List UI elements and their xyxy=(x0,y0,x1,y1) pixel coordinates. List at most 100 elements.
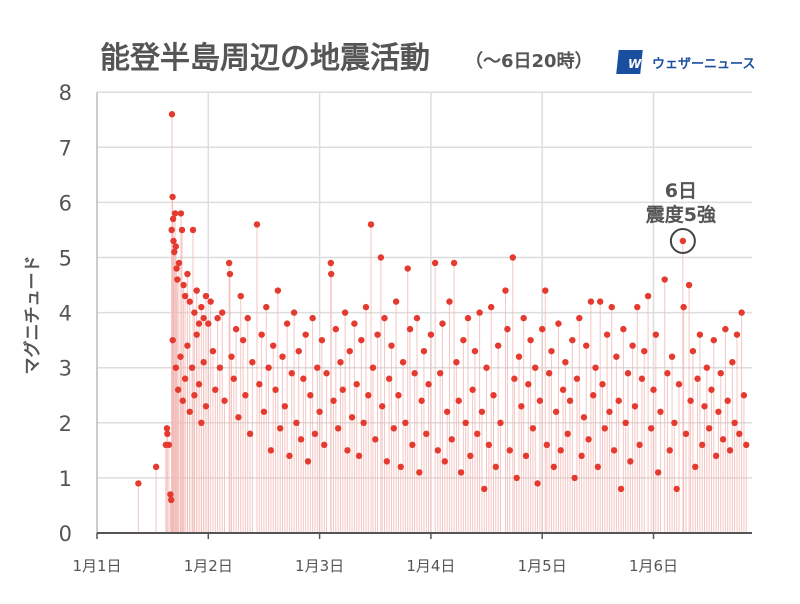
data-point xyxy=(198,419,205,426)
data-point xyxy=(297,436,305,443)
data-point xyxy=(657,408,664,415)
data-point xyxy=(542,287,549,294)
data-point xyxy=(175,259,183,267)
data-point xyxy=(281,403,289,410)
data-point xyxy=(736,430,743,438)
data-point xyxy=(392,298,400,305)
data-point xyxy=(214,314,221,322)
data-point xyxy=(705,425,713,432)
data-point xyxy=(226,270,234,278)
data-point xyxy=(513,474,520,482)
data-point xyxy=(636,441,643,449)
data-point xyxy=(562,358,569,366)
x-tick-labels: 1月1日 1月2日 1月3日 1月4日 1月5日 1月6日 xyxy=(72,557,678,575)
data-point xyxy=(717,370,724,377)
data-point xyxy=(186,298,193,305)
data-point xyxy=(221,397,228,404)
data-point xyxy=(418,397,425,404)
data-point xyxy=(661,276,668,283)
data-point xyxy=(606,408,613,415)
data-point xyxy=(494,342,502,349)
data-point xyxy=(511,375,518,382)
data-point xyxy=(198,303,205,311)
data-point xyxy=(726,447,734,454)
data-point xyxy=(169,336,176,344)
data-point xyxy=(379,403,386,410)
data-point xyxy=(170,237,177,245)
data-point xyxy=(571,474,578,482)
data-point xyxy=(337,358,344,366)
data-point xyxy=(279,353,286,360)
data-point xyxy=(425,381,432,388)
data-point xyxy=(321,441,328,449)
data-point xyxy=(476,309,483,316)
data-point xyxy=(733,331,741,338)
data-point xyxy=(341,309,349,316)
data-point xyxy=(520,314,527,322)
data-point xyxy=(525,381,532,388)
y-tick-label: 1 xyxy=(59,467,72,491)
data-point xyxy=(423,430,430,438)
data-point xyxy=(377,254,385,261)
data-point xyxy=(219,309,226,316)
data-point xyxy=(168,226,175,234)
data-point xyxy=(174,386,182,393)
data-point xyxy=(629,342,636,349)
data-point xyxy=(200,358,207,366)
data-point xyxy=(230,375,238,382)
data-point xyxy=(358,336,365,344)
data-point xyxy=(471,347,479,355)
data-point xyxy=(265,364,272,371)
data-point xyxy=(701,403,708,410)
data-point xyxy=(502,287,509,294)
data-point xyxy=(189,226,197,234)
data-point xyxy=(351,320,358,327)
data-point xyxy=(173,265,180,272)
data-point xyxy=(402,419,409,426)
data-point xyxy=(186,408,193,415)
data-point xyxy=(239,336,247,344)
data-point xyxy=(715,408,722,415)
data-point xyxy=(290,309,298,316)
data-point xyxy=(344,447,351,454)
data-point xyxy=(682,430,690,438)
data-point xyxy=(453,358,460,366)
data-point xyxy=(307,392,314,399)
data-point xyxy=(316,408,323,415)
y-tick-label: 4 xyxy=(59,302,72,326)
data-point xyxy=(518,403,525,410)
data-point xyxy=(367,221,375,228)
data-point xyxy=(527,336,534,344)
logo-mark: WN xyxy=(628,57,651,71)
data-point xyxy=(411,370,418,377)
data-point xyxy=(152,463,160,471)
data-point xyxy=(383,458,391,465)
x-tick-label: 1月1日 xyxy=(72,557,121,575)
data-point xyxy=(195,320,203,327)
data-point xyxy=(689,347,697,355)
annotation-day: 6日 xyxy=(665,180,697,202)
data-point xyxy=(478,408,486,415)
data-point xyxy=(163,425,171,432)
y-tick-label: 8 xyxy=(59,81,72,105)
x-tick-label: 1月2日 xyxy=(184,557,233,575)
logo-mark-bg xyxy=(616,50,643,74)
data-point xyxy=(267,447,275,454)
data-point xyxy=(327,259,335,267)
data-point xyxy=(369,364,377,371)
data-point xyxy=(172,243,180,250)
data-point xyxy=(624,370,632,377)
data-point xyxy=(200,314,207,322)
data-point xyxy=(692,463,699,471)
data-point xyxy=(446,298,453,305)
data-point xyxy=(585,436,592,443)
data-point xyxy=(242,392,249,399)
data-point xyxy=(603,331,611,338)
data-point xyxy=(169,215,177,223)
data-point xyxy=(738,309,745,316)
data-point xyxy=(323,370,330,377)
data-point xyxy=(135,480,142,487)
data-point xyxy=(490,392,497,399)
data-point xyxy=(235,414,242,421)
